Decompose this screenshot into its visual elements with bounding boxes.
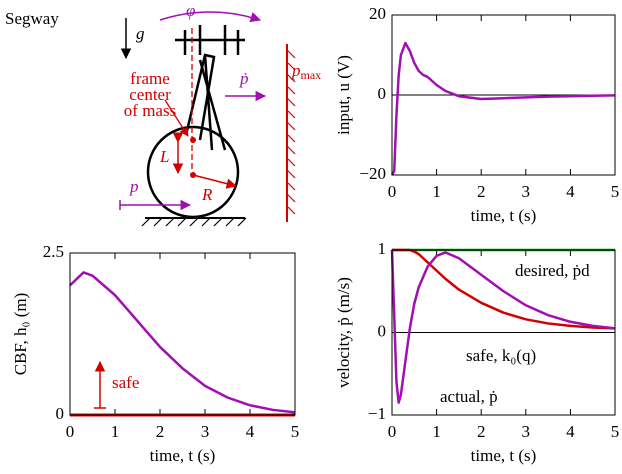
safe-annotation: safe	[94, 360, 139, 409]
x-tick-label: 2	[156, 422, 165, 441]
diagram-title: Segway	[5, 9, 59, 28]
wall-hatch	[286, 49, 296, 215]
segway-diagram: Segway g φ pmax ṗ frame center of mass L R…	[5, 1, 321, 227]
x-tick-label: 4	[566, 422, 575, 441]
x-tick-label: 0	[388, 422, 397, 441]
p-label: p	[129, 177, 139, 196]
com-line: frame	[130, 69, 170, 88]
y-axis-label: input, u (V)	[334, 55, 353, 135]
y-axis-label: CBF, h₀ (m)	[11, 293, 30, 376]
com-line: center	[129, 85, 171, 104]
pdot-label: ṗ	[239, 69, 249, 88]
x-tick-label: 3	[522, 182, 531, 201]
x-tick-label: 5	[611, 182, 620, 201]
pmax-sub: max	[301, 68, 322, 82]
com-pointer	[164, 99, 189, 137]
x-tick-label: 2	[477, 182, 486, 201]
y-tick-label: 2.5	[43, 242, 64, 261]
x-tick-label: 0	[388, 182, 397, 201]
x-axis-label: time, t (s)	[150, 446, 216, 465]
x-tick-label: 1	[432, 182, 441, 201]
y-tick-label: −1	[368, 404, 386, 423]
chart-panel: 0 1 2 3 4 5 0 2.5 time, t (s) CBF, h₀ (m)	[11, 242, 299, 465]
phi-label: φ	[186, 1, 195, 20]
y-tick-label: 0	[56, 404, 65, 423]
x-tick-label: 1	[432, 422, 441, 441]
annotation: safe	[112, 373, 139, 392]
x-tick-label: 2	[477, 422, 486, 441]
x-tick-label: 0	[66, 422, 75, 441]
x-tick-label: 5	[611, 422, 620, 441]
plot-frame	[391, 249, 616, 416]
pmax-base: p	[291, 61, 301, 80]
x-tick-label: 3	[522, 422, 531, 441]
x-tick-label: 3	[201, 422, 210, 441]
plot-frame	[391, 14, 616, 176]
com-label: frame center of mass	[124, 69, 176, 120]
y-tick-label: 1	[378, 239, 387, 258]
y-tick-label: 20	[369, 4, 386, 23]
frame	[184, 53, 227, 151]
R-label: R	[201, 185, 213, 204]
plot-frame	[69, 252, 296, 416]
com-point	[190, 137, 196, 143]
handlebar	[175, 25, 245, 55]
y-tick-label: −20	[359, 164, 386, 183]
x-axis-label: time, t (s)	[471, 206, 537, 225]
series-line	[390, 41, 616, 176]
x-tick-label: 4	[566, 182, 575, 201]
y-axis-label: velocity, ṗ (m/s)	[334, 277, 353, 388]
x-tick-label: 4	[246, 422, 255, 441]
series-line	[69, 271, 296, 414]
x-axis-label: time, t (s)	[471, 446, 537, 465]
pmax-label: pmax	[291, 61, 321, 82]
com-line: of mass	[124, 101, 176, 120]
series-label: actual, ṗ	[440, 387, 498, 406]
y-tick-label: 0	[378, 84, 387, 103]
x-tick-label: 5	[291, 422, 300, 441]
series-line	[390, 249, 616, 404]
x-tick-label: 1	[111, 422, 120, 441]
L-label: L	[159, 147, 169, 166]
series-label: safe, k₀(q)	[466, 346, 536, 365]
g-label: g	[136, 24, 145, 43]
y-tick-label: 0	[378, 321, 387, 340]
R-arrow	[192, 174, 238, 189]
ground-hatch	[141, 217, 247, 227]
series-label: desired, ṗd	[515, 261, 590, 280]
phi-arrow	[159, 11, 262, 23]
